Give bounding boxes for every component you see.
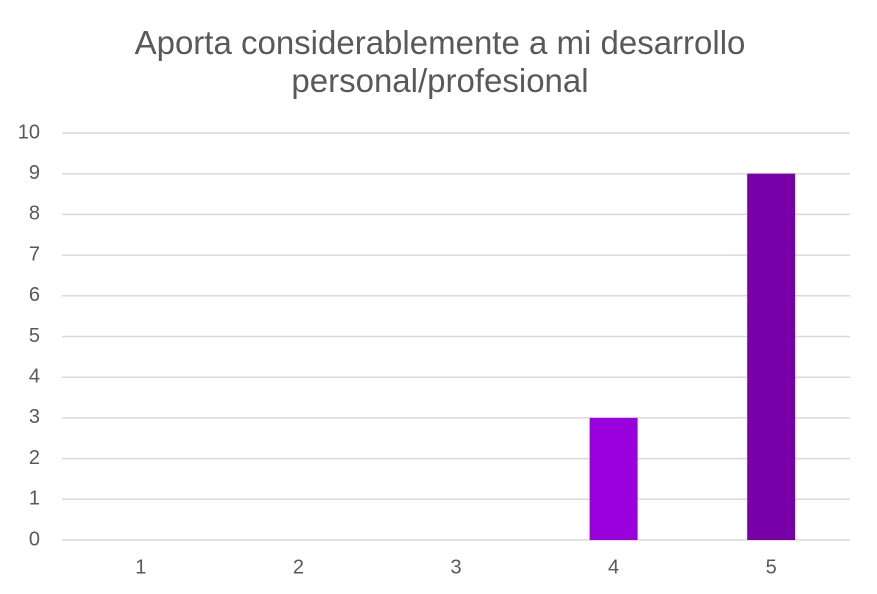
y-tick-label: 3	[29, 406, 40, 428]
y-tick-label: 9	[29, 162, 40, 184]
x-tick-label: 4	[608, 556, 619, 578]
x-tick-label: 1	[135, 556, 146, 578]
y-tick-label: 6	[29, 284, 40, 306]
bar	[747, 173, 796, 540]
y-tick-label: 7	[29, 243, 40, 265]
y-tick-label: 10	[18, 121, 40, 143]
y-tick-label: 5	[29, 325, 40, 347]
bar	[589, 417, 638, 540]
x-tick-label: 3	[450, 556, 461, 578]
chart-title: Aporta considerablemente a mi desarrollo…	[134, 24, 746, 99]
y-tick-label: 8	[29, 203, 40, 225]
y-tick-label: 0	[29, 528, 40, 550]
x-tick-label: 5	[766, 556, 777, 578]
y-tick-label: 4	[29, 365, 40, 387]
x-tick-label: 2	[293, 556, 304, 578]
y-tick-label: 1	[29, 488, 40, 510]
y-tick-label: 2	[29, 447, 40, 469]
